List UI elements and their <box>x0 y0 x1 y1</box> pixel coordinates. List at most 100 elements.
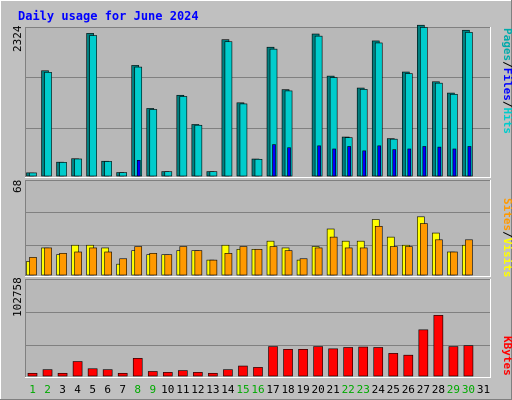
day-label: 31 <box>477 383 490 396</box>
sites-bar <box>134 246 143 276</box>
legend-visits: Visits <box>501 238 512 278</box>
day-axis-labels: 1 2 3 4 5 6 7 8 9 10 11 12 13 14 15 16 17 18 19 20 21 22 23 24 2… <box>29 383 490 396</box>
hits-bar <box>29 172 37 177</box>
sites-bar <box>104 251 112 276</box>
hits-bar <box>194 124 203 177</box>
day-label: 5 <box>89 383 96 396</box>
files-bar <box>422 146 427 177</box>
kbytes-bar <box>223 369 233 377</box>
legend-sep-1: / <box>501 61 512 68</box>
kbytes-bar <box>193 372 203 377</box>
hits-bar <box>74 158 82 177</box>
day-label: 9 <box>149 383 156 396</box>
legend-sep-3: / <box>501 231 512 238</box>
day-label: 30 <box>462 383 475 396</box>
kbytes-bar <box>388 353 399 377</box>
kbytes-bar <box>358 346 369 377</box>
middle-panel-max-label: 68 <box>11 180 24 193</box>
legend-hits: Hits <box>501 108 512 135</box>
kbytes-bar <box>418 329 429 377</box>
sites-bar <box>29 257 37 276</box>
kbytes-bar <box>373 347 384 377</box>
sites-bar <box>405 246 413 276</box>
hits-bar <box>134 66 143 177</box>
hits-bar <box>254 158 263 177</box>
legend-files: Files <box>501 68 512 101</box>
sites-bar <box>359 247 368 276</box>
kbytes-bar <box>253 367 263 377</box>
sites-bar <box>450 251 458 276</box>
day-label: 4 <box>74 383 81 396</box>
kbytes-bar <box>343 347 353 377</box>
day-label: 3 <box>59 383 66 396</box>
kbytes-bar <box>27 372 38 377</box>
top-panel-legend: Pages/Files/Hits <box>501 28 512 134</box>
files-bar <box>362 150 367 177</box>
top-panel-max-label: 2324 <box>11 25 24 52</box>
chart-panels <box>25 24 491 378</box>
sites-bar <box>374 225 383 276</box>
kbytes-bar <box>283 349 293 377</box>
bottom-panel-max-label: 102758 <box>11 277 24 317</box>
sites-bar <box>420 223 428 276</box>
legend-pages: Pages <box>501 28 512 61</box>
legend-sep-2: / <box>501 101 512 108</box>
kbytes-bar <box>72 361 83 377</box>
day-label: 13 <box>206 383 219 396</box>
day-label: 22 <box>342 383 355 396</box>
bottom-panel-plot-area <box>25 279 491 378</box>
sites-bar <box>224 253 233 276</box>
sites-bar <box>194 250 203 276</box>
day-label: 18 <box>281 383 294 396</box>
kbytes-bar <box>147 371 158 377</box>
files-bar <box>407 148 412 177</box>
kbytes-bar <box>178 370 188 377</box>
day-label: 17 <box>266 383 279 396</box>
hits-bar <box>89 35 97 177</box>
sites-bar <box>389 246 398 276</box>
sites-bar <box>284 250 293 276</box>
hits-bar <box>239 103 248 177</box>
files-bar <box>287 147 291 177</box>
kbytes-bar <box>433 315 444 377</box>
kbytes-bar <box>448 346 459 377</box>
files-bar <box>467 146 472 177</box>
kbytes-bar <box>208 372 218 377</box>
kbytes-bar <box>57 372 68 377</box>
files-bar <box>392 149 397 177</box>
sites-bar <box>299 258 308 276</box>
sites-bar <box>59 253 67 276</box>
day-label: 21 <box>327 383 340 396</box>
hits-bar <box>224 41 233 177</box>
top-panel-plot-area <box>25 27 491 178</box>
hits-bar <box>59 162 67 177</box>
files-bar <box>136 159 141 177</box>
files-bar <box>452 148 457 177</box>
day-label: 12 <box>191 383 204 396</box>
sites-bar <box>329 236 338 276</box>
sites-bar <box>89 247 97 276</box>
day-label: 2 <box>44 383 51 396</box>
kbytes-bar <box>162 372 173 377</box>
bottom-panel-legend: KBytes <box>501 336 512 376</box>
hits-bar <box>164 171 173 177</box>
hits-bar <box>104 161 112 177</box>
files-bar <box>272 144 276 177</box>
day-label: 7 <box>119 383 126 396</box>
files-bar <box>332 148 336 177</box>
middle-panel-legend: Sites/Visits <box>501 198 512 278</box>
legend-sites: Sites <box>501 198 512 231</box>
day-label: 27 <box>417 383 430 396</box>
kbytes-bar <box>42 369 53 377</box>
kbytes-bar <box>102 369 113 377</box>
day-label: 8 <box>134 383 141 396</box>
kbytes-bar <box>87 368 98 377</box>
kbytes-bar <box>298 349 308 377</box>
hits-bar <box>179 96 188 177</box>
day-label: 28 <box>432 383 445 396</box>
sites-bar <box>164 254 173 276</box>
day-label: 23 <box>357 383 370 396</box>
day-label: 25 <box>387 383 400 396</box>
hits-bar <box>119 172 127 177</box>
